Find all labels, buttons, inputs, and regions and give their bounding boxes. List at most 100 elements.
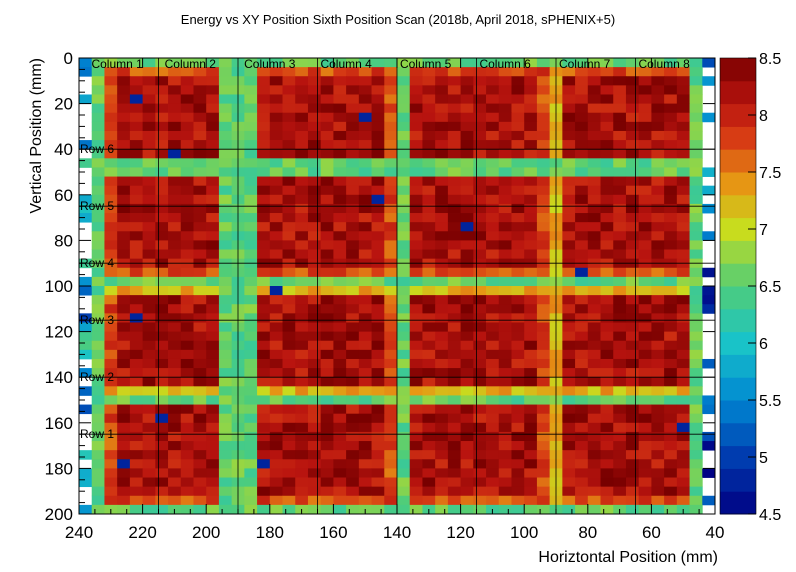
heatmap-cell <box>244 267 258 278</box>
heatmap-cell <box>689 313 703 323</box>
heatmap-cell <box>664 94 678 104</box>
heatmap-cell <box>91 130 105 141</box>
heatmap-cell <box>435 176 449 187</box>
heatmap-cell <box>320 468 334 478</box>
heatmap-cell <box>346 450 360 460</box>
heatmap-cell <box>206 286 220 296</box>
heatmap-cell <box>320 103 334 114</box>
x-tick-label: 80 <box>578 523 597 542</box>
colorbar-tick-label: 6.5 <box>759 279 781 296</box>
heatmap-cell <box>498 130 512 141</box>
heatmap-cell <box>346 377 360 387</box>
heatmap-cell <box>129 203 143 214</box>
heatmap-cell <box>244 404 258 415</box>
heatmap-cell <box>180 103 194 114</box>
heatmap-cell <box>498 477 512 488</box>
heatmap-cell <box>575 267 589 278</box>
heatmap-cell <box>651 185 665 196</box>
heatmap-cell <box>664 441 678 451</box>
heatmap-cell <box>460 231 474 241</box>
heatmap-cell <box>91 431 105 442</box>
x-axis-label: Horiztontal Position (mm) <box>538 549 718 566</box>
heatmap-cell <box>346 404 360 415</box>
heatmap-cell <box>257 112 271 123</box>
heatmap-cell <box>193 203 207 214</box>
heatmap-cell <box>409 222 423 232</box>
heatmap-cell <box>384 103 398 114</box>
heatmap-cell <box>384 431 398 442</box>
heatmap-cell <box>142 404 156 415</box>
heatmap-cell <box>244 231 258 241</box>
heatmap-cell <box>651 213 665 223</box>
heatmap-cell <box>664 450 678 460</box>
heatmap-cell <box>117 194 131 205</box>
heatmap-cell <box>358 103 372 114</box>
heatmap-cell <box>269 340 283 351</box>
heatmap-cell <box>218 349 233 360</box>
heatmap-cell <box>511 240 525 250</box>
heatmap-cell <box>638 295 652 305</box>
heatmap-cell <box>384 167 398 177</box>
heatmap-cell <box>91 240 105 250</box>
heatmap-cell <box>498 121 512 132</box>
heatmap-cell <box>575 504 589 515</box>
heatmap-cell <box>358 313 372 323</box>
heatmap-cell <box>625 304 640 314</box>
heatmap-cell <box>651 103 665 114</box>
heatmap-cell <box>460 213 474 223</box>
row-label: Row 6 <box>80 142 114 156</box>
heatmap-cell <box>435 149 449 159</box>
heatmap-cell <box>346 322 360 332</box>
heatmap-cell <box>460 349 474 360</box>
heatmap-cell <box>206 213 220 223</box>
heatmap-cell <box>333 222 347 232</box>
heatmap-cell <box>638 140 652 150</box>
heatmap-cell <box>346 94 360 104</box>
heatmap-cell <box>651 276 665 287</box>
heatmap-cell <box>371 121 385 132</box>
heatmap-cell <box>498 386 512 396</box>
heatmap-cell <box>702 167 716 177</box>
heatmap-cell <box>625 486 640 497</box>
heatmap-cell <box>613 404 627 415</box>
heatmap-cell <box>651 112 665 123</box>
heatmap-cell <box>180 340 194 351</box>
heatmap-cell <box>307 431 322 442</box>
heatmap-cell <box>307 441 322 451</box>
heatmap-cell <box>600 468 614 478</box>
heatmap-cell <box>460 103 474 114</box>
heatmap-cell <box>575 103 589 114</box>
heatmap-cell <box>91 486 105 497</box>
heatmap-cell <box>282 358 296 369</box>
heatmap-cell <box>562 158 576 168</box>
heatmap-cell <box>651 349 665 360</box>
heatmap-cell <box>498 76 512 86</box>
heatmap-cell <box>562 441 576 451</box>
heatmap-cell <box>193 295 207 305</box>
heatmap-cell <box>473 130 487 141</box>
heatmap-cell <box>79 349 93 360</box>
heatmap-cell <box>218 431 233 442</box>
heatmap-cell <box>664 267 678 278</box>
heatmap-cell <box>460 441 474 451</box>
heatmap-cell <box>575 486 589 497</box>
heatmap-cell <box>358 368 372 378</box>
heatmap-cell <box>473 459 487 469</box>
heatmap-cell <box>422 140 436 150</box>
heatmap-cell <box>320 340 334 351</box>
heatmap-cell <box>117 249 131 260</box>
heatmap-cell <box>409 331 423 342</box>
heatmap-cell <box>282 331 296 342</box>
heatmap-cell <box>257 340 271 351</box>
heatmap-cell <box>575 94 589 104</box>
heatmap-cell <box>575 176 589 187</box>
heatmap-cell <box>676 58 690 68</box>
heatmap-cell <box>206 331 220 342</box>
heatmap-cell <box>536 185 551 196</box>
heatmap-cell <box>536 76 551 86</box>
heatmap-cell <box>422 149 436 159</box>
heatmap-cell <box>79 140 93 150</box>
heatmap-cell <box>320 286 334 296</box>
heatmap-cell <box>358 441 372 451</box>
